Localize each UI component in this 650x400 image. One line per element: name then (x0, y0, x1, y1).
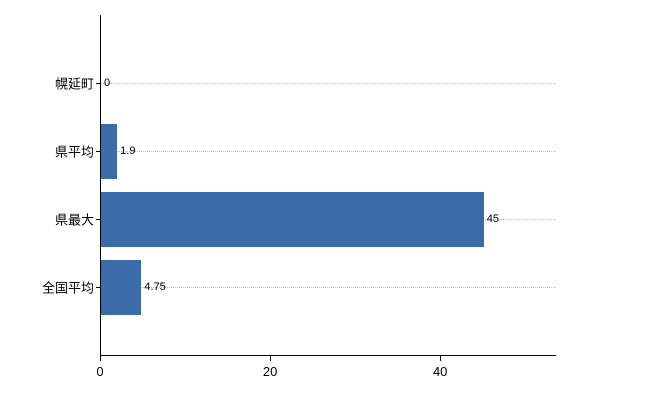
value-label: 1.9 (120, 145, 136, 157)
bar (101, 191, 484, 247)
category-label: 全国平均 (41, 280, 94, 296)
x-axis-tick-label: 20 (262, 364, 278, 379)
bar (101, 259, 142, 315)
x-axis-tick (270, 356, 272, 361)
y-axis-line (100, 15, 101, 355)
x-axis-line (100, 355, 556, 356)
x-axis-tick (100, 356, 101, 361)
category-gridline (101, 83, 556, 84)
category-label: 県最大 (54, 212, 94, 228)
category-label: 県平均 (54, 144, 94, 160)
y-axis-tick (96, 219, 100, 220)
category-gridline (101, 287, 556, 288)
y-axis-tick (96, 287, 100, 288)
value-label: 45 (486, 213, 499, 225)
x-axis-tick-label: 0 (96, 364, 104, 379)
category-gridline (101, 151, 556, 152)
y-axis-tick (96, 83, 100, 84)
value-label: 4.75 (144, 281, 166, 293)
category-label: 幌延町 (54, 76, 94, 92)
value-label: 0 (104, 77, 111, 89)
y-axis-tick (96, 151, 100, 152)
bar (101, 123, 118, 179)
x-axis-tick-label: 40 (432, 364, 448, 379)
x-axis-tick (440, 356, 442, 361)
